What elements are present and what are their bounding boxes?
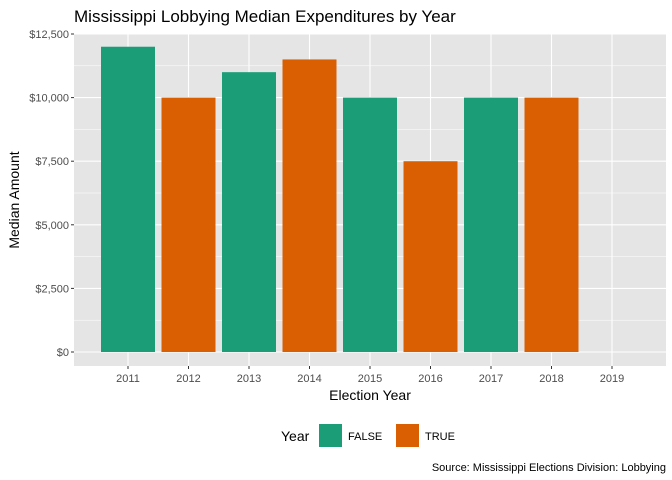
y-axis-title: Median Amount: [6, 151, 22, 248]
legend-label-false: FALSE: [348, 431, 382, 443]
legend-swatch-false: [319, 424, 342, 447]
y-tick-label: $0: [57, 347, 69, 359]
x-tick-label: 2019: [600, 373, 624, 385]
legend-swatch-true: [396, 424, 419, 447]
bar-2014: [282, 59, 337, 352]
x-axis: 2011 2012 2013 2014 2015 2016 2017 2018 2019: [116, 366, 624, 385]
x-tick-label: 2017: [479, 373, 503, 385]
y-tick-label: $12,500: [29, 29, 69, 41]
bar-2011: [101, 46, 155, 352]
y-axis: $0 $2,500 $5,000 $7,500 $10,000 $12,500: [29, 29, 74, 359]
legend-label-true: TRUE: [425, 431, 455, 443]
bar-2015: [343, 97, 397, 352]
bar-2012: [161, 97, 216, 352]
x-tick-label: 2018: [539, 373, 563, 385]
x-tick-label: 2014: [297, 373, 321, 385]
bar-2016: [403, 161, 458, 352]
y-tick-label: $2,500: [35, 283, 69, 295]
bar-2018: [524, 97, 579, 352]
x-axis-title: Election Year: [329, 387, 411, 403]
x-tick-label: 2012: [176, 373, 200, 385]
bar-2013: [222, 72, 276, 352]
legend-title: Year: [281, 428, 310, 444]
bar-2017: [464, 97, 518, 352]
source-caption: Source: Mississippi Elections Division: …: [432, 462, 666, 474]
x-tick-label: 2015: [358, 373, 382, 385]
legend: Year FALSE TRUE: [281, 424, 455, 447]
chart-title: Mississippi Lobbying Median Expenditures…: [74, 7, 456, 26]
bars: [101, 46, 579, 352]
y-tick-label: $10,000: [29, 93, 69, 105]
x-tick-label: 2016: [418, 373, 442, 385]
y-tick-label: $7,500: [35, 156, 69, 168]
x-tick-label: 2013: [237, 373, 261, 385]
y-tick-label: $5,000: [35, 220, 69, 232]
x-tick-label: 2011: [116, 373, 140, 385]
